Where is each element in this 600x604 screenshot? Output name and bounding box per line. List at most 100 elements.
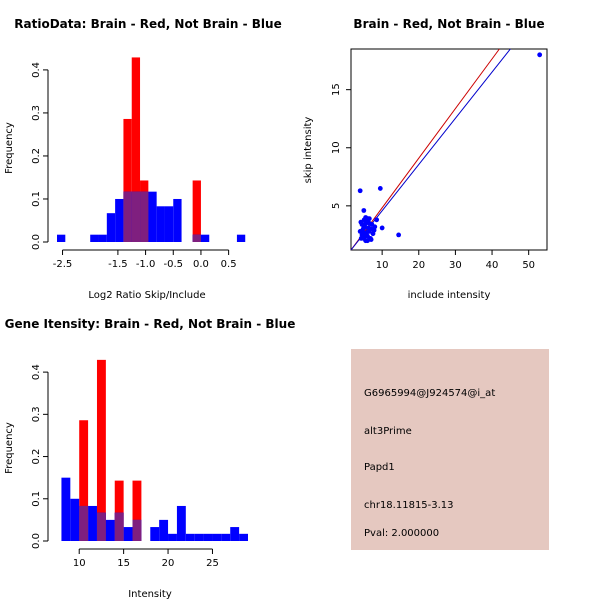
intensity-histogram-xlabel: Intensity: [128, 589, 172, 600]
ratio-histogram-brain-bar: [131, 57, 141, 242]
intensity-histogram-ylabel: Frequency: [4, 422, 15, 474]
intensity-histogram-overlap-bar: [96, 512, 106, 541]
intensity-histogram-x-tick-label: 15: [117, 558, 130, 569]
info-panel-background: [351, 349, 549, 550]
scatter-fit-lines: [350, 48, 511, 251]
scatter-y-tick-label: 10: [331, 141, 342, 154]
brain-fit-line: [350, 48, 500, 251]
ratio-histogram-x-tick-label: -1.0: [136, 259, 156, 270]
intensity-histogram-overlap-bar: [132, 519, 142, 541]
intensity-histogram-notbrain-bar: [88, 505, 97, 541]
intensity-histogram-notbrain-bar: [221, 533, 231, 541]
scatter-point: [374, 217, 380, 223]
intensity-histogram-x-tick-label: 20: [162, 558, 175, 569]
intensity-histogram-notbrain-bar: [159, 519, 169, 541]
probe-id-text: G6965994@J924574@i_at: [364, 388, 495, 399]
ratio-histogram-panel: RatioData: Brain - Red, Not Brain - Blue…: [4, 17, 282, 301]
intensity-histogram-notbrain-bar: [105, 519, 115, 541]
intensity-histogram-notbrain-bar: [70, 498, 80, 541]
intensity-histogram-title: Gene Itensity: Brain - Red, Not Brain - …: [5, 317, 296, 331]
ratio-histogram-overlap-bar: [123, 191, 132, 242]
scatter-point: [357, 188, 363, 194]
scatter-point: [365, 225, 371, 231]
scatter-point: [368, 237, 374, 242]
intensity-histogram-notbrain-bar: [168, 533, 177, 541]
intensity-histogram-notbrain-bar: [123, 527, 133, 541]
ratio-histogram-y-tick-label: 0.4: [31, 62, 42, 78]
scatter-plot-box: [350, 48, 548, 251]
intensity-histogram-y-tick-label: 0.3: [31, 406, 42, 422]
ratio-histogram-overlap-bar: [140, 191, 149, 242]
intensity-histogram-notbrain-bar: [230, 527, 240, 541]
ratio-histogram-notbrain-bar: [90, 234, 99, 242]
scatter-panel: Brain - Red, Not Brain - Blue include in…: [303, 17, 548, 301]
ratio-histogram-notbrain-bar: [236, 234, 246, 242]
scatter-point: [537, 52, 543, 58]
gene-name-text: Papd1: [364, 462, 395, 473]
ratio-histogram-x-tick-label: 0.0: [193, 259, 209, 270]
intensity-histogram-y-tick-label: 0.0: [31, 533, 42, 549]
ratio-histogram-notbrain-bar: [148, 191, 157, 242]
event-type-text: alt3Prime: [364, 426, 412, 437]
scatter-title: Brain - Red, Not Brain - Blue: [353, 17, 544, 31]
ratio-histogram-notbrain-bar: [57, 234, 66, 242]
ratio-histogram-y-tick-label: 0.3: [31, 105, 42, 121]
ratio-histogram-ylabel: Frequency: [4, 122, 15, 174]
scatter-y-tick-label: 5: [331, 203, 342, 209]
scatter-x-tick-label: 20: [412, 260, 425, 271]
scatter-axes: 10 20 30 40 50 5 10 15: [331, 83, 535, 271]
intensity-histogram-y-tick-label: 0.1: [31, 491, 42, 507]
ratio-histogram-notbrain-bar: [106, 213, 116, 242]
intensity-histogram-notbrain-bar: [185, 533, 195, 541]
ratio-histogram-bars: [57, 57, 246, 242]
chromosome-location-text: chr18.11815-3.13: [364, 500, 454, 511]
ratio-histogram-notbrain-bar: [164, 206, 174, 242]
ratio-histogram-axes: -2.5 -1.5 -1.0 -0.5 0.0 0.5 0.0 0.1 0.2 0.3 0.4: [31, 62, 237, 270]
intensity-histogram-notbrain-bar: [176, 505, 186, 541]
scatter-ylabel: skip intensity: [303, 117, 314, 184]
ratio-histogram-notbrain-bar: [200, 234, 210, 242]
intensity-histogram-notbrain-bar: [239, 533, 248, 541]
ratio-histogram-brain-bar: [123, 118, 132, 242]
intensity-histogram-brain-bar: [114, 480, 124, 541]
intensity-histogram-notbrain-bar: [61, 477, 71, 541]
intensity-histogram-brain-bar: [79, 420, 89, 541]
scatter-point: [361, 217, 367, 223]
scatter-point: [379, 225, 385, 231]
scatter-point: [361, 208, 367, 213]
ratio-histogram-notbrain-bar: [98, 234, 107, 242]
scatter-point: [362, 233, 368, 239]
intensity-histogram-overlap-bar: [114, 512, 124, 541]
ratio-histogram-notbrain-bar: [156, 206, 165, 242]
ratio-histogram-x-tick-label: -1.5: [108, 259, 128, 270]
ratio-histogram-x-tick-label: -2.5: [53, 259, 73, 270]
scatter-point: [365, 238, 370, 244]
scatter-xlabel: include intensity: [408, 290, 491, 301]
scatter-point: [366, 220, 372, 226]
ratio-histogram-overlap-bar: [192, 234, 201, 242]
intensity-histogram-notbrain-bar: [194, 533, 204, 541]
scatter-points: [357, 52, 543, 244]
scatter-point: [371, 227, 377, 233]
intensity-histogram-notbrain-bar: [212, 533, 222, 541]
info-panel: G6965994@J924574@i_at alt3Prime Papd1 ch…: [351, 349, 549, 550]
intensity-histogram-brain-bar: [132, 480, 142, 541]
scatter-x-tick-label: 40: [486, 260, 499, 271]
intensity-histogram-bars: [61, 359, 248, 541]
ratio-histogram-x-tick-label: -0.5: [164, 259, 184, 270]
ratio-histogram-y-tick-label: 0.1: [31, 191, 42, 207]
intensity-histogram-axes: 10 15 20 25 0.0 0.1 0.2 0.3 0.4: [31, 364, 219, 569]
scatter-point: [396, 232, 402, 238]
notbrain-fit-line: [350, 48, 511, 251]
scatter-point: [360, 226, 366, 232]
ratio-histogram-title: RatioData: Brain - Red, Not Brain - Blue: [14, 17, 281, 31]
ratio-histogram-overlap-bar: [131, 191, 141, 242]
intensity-histogram-notbrain-bar: [203, 533, 213, 541]
intensity-histogram-y-tick-label: 0.2: [31, 449, 42, 465]
scatter-x-tick-label: 30: [449, 260, 462, 271]
intensity-histogram-overlap-bar: [79, 505, 89, 541]
scatter-x-tick-label: 10: [376, 260, 389, 271]
ratio-histogram-notbrain-bar: [173, 198, 182, 242]
ratio-histogram-x-tick-label: 0.5: [221, 259, 237, 270]
